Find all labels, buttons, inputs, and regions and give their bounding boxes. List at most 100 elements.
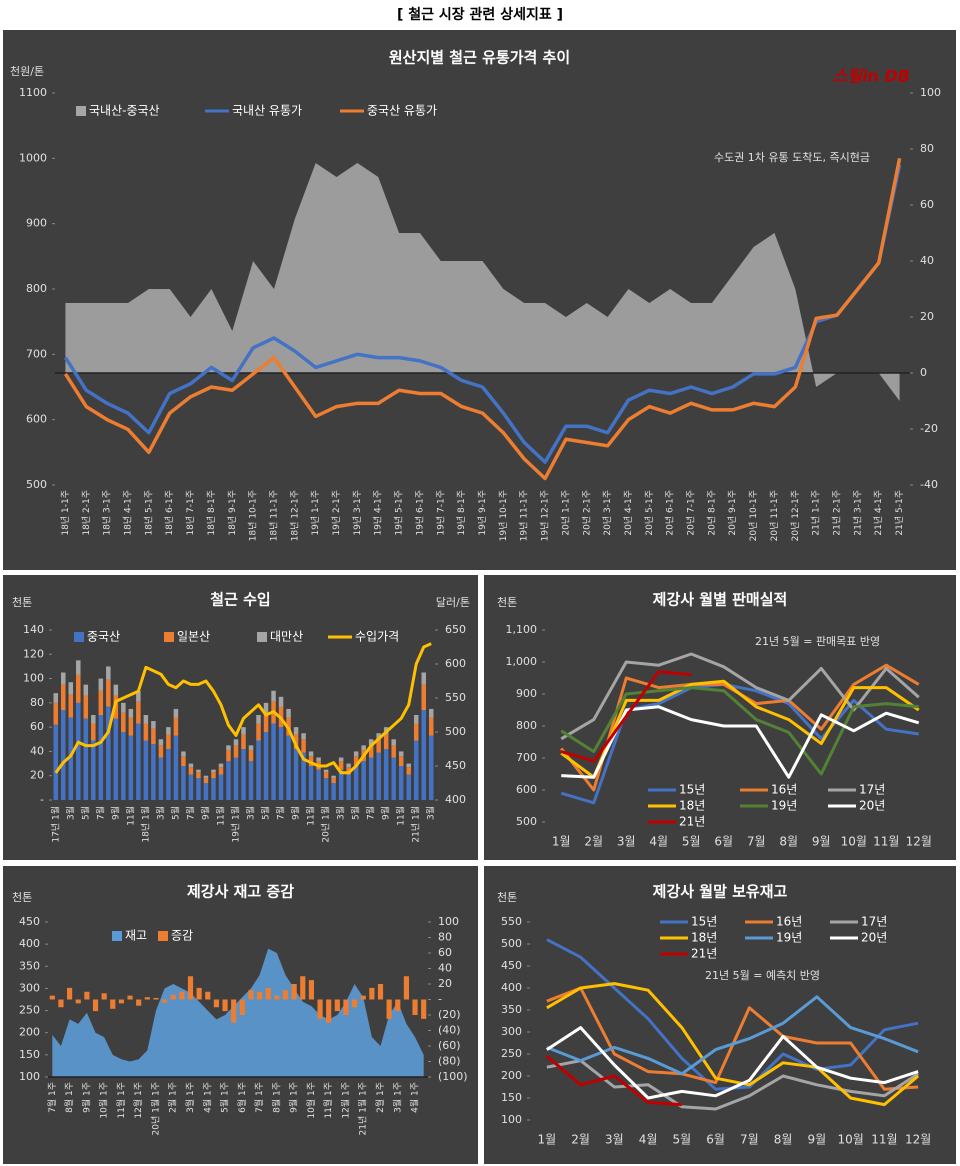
x-tick-label: 7월 bbox=[184, 806, 196, 820]
bar bbox=[196, 987, 202, 1000]
tick-label: -20 bbox=[920, 422, 938, 435]
x-tick-label: 21년 3-1주 bbox=[852, 490, 863, 536]
tick-label: 20 bbox=[920, 310, 934, 323]
x-tick-label: 18년 6-1주 bbox=[164, 490, 175, 536]
tick-label: (40) bbox=[438, 1024, 461, 1037]
bar bbox=[331, 775, 336, 779]
x-tick-label: 9월 bbox=[199, 806, 211, 820]
bar bbox=[128, 708, 134, 718]
x-tick-label: 3월 bbox=[154, 806, 166, 820]
chart-panel bbox=[3, 575, 478, 860]
legend-label: 16년 bbox=[771, 783, 797, 797]
bar bbox=[323, 769, 329, 773]
bar bbox=[91, 723, 96, 741]
tick-label: 40 bbox=[30, 744, 44, 757]
x-tick-label: 8월 1주 bbox=[270, 1082, 282, 1113]
bar bbox=[203, 778, 209, 783]
legend-label: 20년 bbox=[861, 931, 887, 945]
x-tick-label: 11월 1주 bbox=[115, 1082, 127, 1119]
legend-label: 17년 bbox=[859, 783, 885, 797]
x-tick-label: 18년 10-1주 bbox=[248, 490, 259, 541]
legend-label: 18년 bbox=[679, 799, 705, 813]
bar bbox=[213, 999, 219, 1008]
tick-label: 300 bbox=[19, 981, 40, 994]
bar bbox=[376, 733, 381, 740]
x-tick-label: 2월 1주 bbox=[374, 1082, 386, 1113]
bar bbox=[301, 733, 306, 740]
x-tick-label: 1월 bbox=[552, 835, 571, 849]
bar bbox=[188, 763, 194, 768]
legend-label: 국내산 유통가 bbox=[232, 104, 302, 118]
bar bbox=[271, 723, 276, 800]
x-tick-label: 3월 bbox=[605, 1133, 624, 1147]
bar bbox=[179, 991, 185, 1000]
bar bbox=[323, 778, 329, 800]
legend-label: 19년 bbox=[776, 931, 802, 945]
tick-label: 600 bbox=[516, 783, 537, 796]
x-tick-label: 11월 bbox=[305, 806, 317, 826]
tick-label: (60) bbox=[438, 1039, 461, 1052]
x-tick-label: 3월 bbox=[245, 806, 257, 820]
bar bbox=[211, 769, 216, 773]
x-tick-label: 9월 1주 bbox=[80, 1082, 92, 1113]
line bbox=[560, 679, 920, 779]
x-tick-label: 3월 1주 bbox=[184, 1082, 196, 1113]
x-tick-label: 21년 2-1주 bbox=[832, 490, 843, 536]
bar bbox=[377, 984, 384, 1000]
tick-label: 60 bbox=[30, 720, 44, 733]
line bbox=[546, 1059, 919, 1111]
tick-label: 140 bbox=[23, 623, 44, 636]
x-tick-label: 12월 1주 bbox=[339, 1082, 351, 1119]
x-tick-label: 19년 1월 bbox=[229, 806, 241, 843]
tick-label: 900 bbox=[26, 217, 47, 230]
tick-label: 150 bbox=[501, 1091, 522, 1104]
x-tick-label: 20년 8-1주 bbox=[706, 490, 717, 536]
bar bbox=[343, 999, 349, 1015]
bar bbox=[158, 739, 164, 746]
x-tick-label: 10월 1주 bbox=[305, 1082, 317, 1119]
x-tick-label: 20년 2-1주 bbox=[581, 490, 592, 536]
bar bbox=[274, 995, 280, 1000]
bar bbox=[331, 778, 336, 783]
bar bbox=[218, 774, 224, 800]
bar bbox=[61, 710, 66, 800]
x-tick-label: 2월 1주 bbox=[167, 1082, 179, 1113]
tick-label: 600 bbox=[445, 657, 466, 670]
bar bbox=[331, 783, 336, 800]
x-tick-label: 4월 1주 bbox=[201, 1082, 213, 1113]
tick-label: 200 bbox=[501, 1069, 522, 1082]
bar bbox=[360, 995, 366, 1000]
bar bbox=[338, 761, 344, 770]
legend-swatch bbox=[158, 931, 168, 941]
x-tick-label: 3월 bbox=[617, 835, 636, 849]
x-tick-label: 4월 bbox=[639, 1133, 658, 1147]
bar bbox=[203, 783, 209, 800]
line bbox=[546, 995, 919, 1076]
x-tick-label: 3월 bbox=[64, 806, 76, 820]
bar bbox=[158, 745, 164, 758]
bar bbox=[196, 772, 201, 779]
bar bbox=[256, 740, 261, 800]
tick-label: 700 bbox=[516, 751, 537, 764]
bar bbox=[84, 991, 90, 1000]
x-tick-label: 11월 bbox=[873, 835, 899, 849]
x-tick-label: 9월 bbox=[812, 835, 831, 849]
x-tick-label: 7월 1주 bbox=[253, 1082, 265, 1113]
bar bbox=[376, 739, 381, 753]
bar bbox=[91, 715, 96, 724]
legend-swatch bbox=[257, 632, 267, 642]
bar bbox=[128, 717, 134, 736]
bar bbox=[353, 766, 359, 800]
bar bbox=[233, 745, 239, 758]
x-tick-label: 8월 bbox=[774, 1133, 793, 1147]
bar bbox=[67, 987, 73, 1000]
x-tick-label: 7월 1주 bbox=[46, 1082, 58, 1113]
tick-label: 400 bbox=[445, 793, 466, 806]
legend-label: 대만산 bbox=[270, 630, 303, 644]
legend-label: 18년 bbox=[691, 931, 717, 945]
bar bbox=[421, 710, 426, 800]
x-tick-label: 11월 bbox=[871, 1133, 897, 1147]
bar bbox=[173, 717, 179, 736]
tick-label: 40 bbox=[920, 254, 934, 267]
x-tick-label: 11월 bbox=[214, 806, 226, 826]
